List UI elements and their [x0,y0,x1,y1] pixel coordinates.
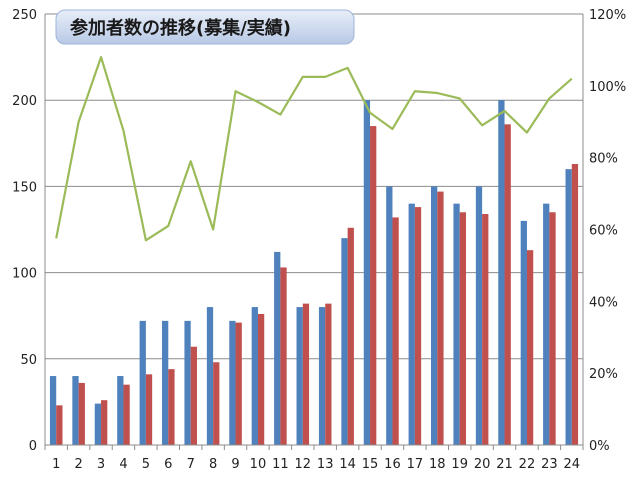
chart-title-box: 参加者数の推移(募集/実績) [55,9,355,45]
bar-series-2 [280,267,287,445]
y-right-tick-label: 40% [589,295,618,310]
bar-series-1 [206,307,214,445]
bars-layer [49,100,579,445]
bar-series-1 [184,320,191,445]
bar-series-1 [162,320,169,445]
y-left-tick-label: 50 [20,353,37,368]
bar-series-2 [571,163,579,445]
x-tick-label: 3 [97,457,105,472]
y-left-tick-label: 0 [29,439,37,454]
bar-series-1 [229,320,236,445]
bar-series-2 [145,374,153,445]
x-tick-label: 15 [362,457,379,472]
x-tick-label: 16 [384,457,401,472]
x-tick-label: 7 [187,457,195,472]
x-tick-label: 5 [142,457,150,472]
y-right-tick-label: 20% [589,367,618,382]
y-left-tick-label: 200 [12,94,37,109]
bar-series-2 [78,382,85,445]
y-right-tick-label: 120% [589,8,626,23]
bar-series-1 [475,186,483,445]
y-left-tick-label: 100 [12,267,37,282]
x-tick-label: 11 [272,457,289,472]
bar-series-2 [101,400,108,445]
bar-series-1 [453,203,460,445]
x-tick-label: 8 [209,457,217,472]
bar-series-2 [168,369,175,445]
bar-series-1 [498,100,505,445]
x-tick-label: 14 [339,457,356,472]
bar-series-2 [235,322,242,445]
x-tick-label: 24 [564,457,581,472]
y-left-tick-label: 150 [12,180,37,195]
bar-series-1 [296,307,303,445]
x-tick-label: 1 [52,457,60,472]
bar-series-2 [549,212,556,445]
bar-series-2 [325,303,332,445]
x-tick-label: 20 [474,457,491,472]
bar-series-2 [190,346,197,445]
x-tick-label: 13 [317,457,334,472]
bar-series-1 [386,186,393,445]
x-tick-label: 19 [451,457,468,472]
y-right-tick-label: 80% [589,152,618,167]
bar-series-1 [565,169,572,445]
y-right-tick-label: 100% [589,80,626,95]
chart-title: 参加者数の推移(募集/実績) [70,17,291,39]
bar-series-2 [437,191,444,445]
x-tick-label: 22 [519,457,536,472]
bar-series-1 [117,376,124,445]
x-tick-label: 10 [250,457,267,472]
bar-series-2 [257,313,265,445]
x-tick-label: 9 [231,457,239,472]
bar-series-2 [482,213,489,445]
bar-series-1 [318,307,326,445]
x-tick-label: 18 [429,457,446,472]
bar-series-1 [543,203,550,445]
x-tick-label: 2 [74,457,82,472]
bar-series-2 [56,405,63,445]
x-tick-label: 6 [164,457,172,472]
line-layer [55,55,573,242]
bar-series-1 [139,320,146,445]
bar-series-2 [526,250,534,445]
y-right-tick-label: 60% [589,224,618,239]
bar-series-1 [94,403,102,445]
bar-series-2 [347,227,354,445]
x-tick-label: 12 [295,457,312,472]
bar-series-1 [251,307,258,445]
bar-series-2 [459,212,466,445]
x-tick-label: 17 [407,457,424,472]
x-tick-label: 4 [119,457,127,472]
bar-series-1 [274,251,281,445]
bar-series-2 [213,362,220,445]
y-right-tick-label: 0% [589,439,610,454]
y-left-tick-label: 250 [12,8,37,23]
x-tick-label: 23 [541,457,558,472]
bar-series-1 [49,376,57,445]
bar-series-1 [520,220,527,445]
bar-series-2 [504,124,511,445]
bar-series-1 [363,100,371,445]
bar-series-1 [341,238,348,445]
bar-series-2 [414,207,422,445]
bar-series-1 [431,186,438,445]
bar-series-2 [123,384,130,445]
bar-series-2 [370,126,377,445]
line-series [55,55,573,242]
x-tick-label: 21 [496,457,513,472]
bar-series-1 [408,203,415,445]
bar-series-2 [302,303,310,445]
bar-series-2 [392,217,399,445]
bar-series-1 [72,376,79,445]
